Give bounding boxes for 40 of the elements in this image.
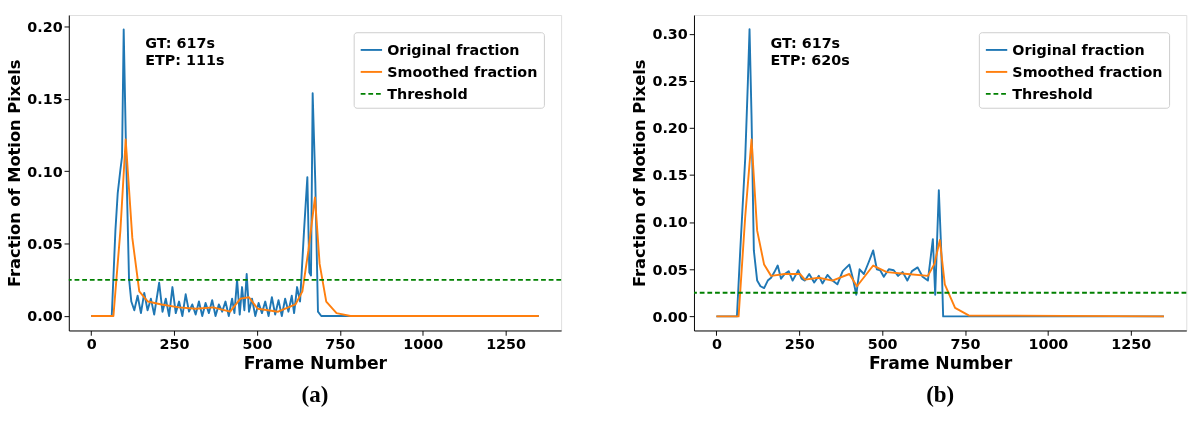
y-tick-label: 0.20 <box>27 18 63 35</box>
legend-label: Original fraction <box>1012 41 1145 58</box>
legend-label: Original fraction <box>387 41 520 58</box>
text: (b) <box>926 382 955 408</box>
y-tick-label: 0.00 <box>27 308 63 325</box>
y-tick-label: 0.05 <box>27 235 63 252</box>
y-tick-label: 0.20 <box>652 120 688 137</box>
text: (a) <box>301 382 329 408</box>
x-tick-label: 0 <box>86 336 97 353</box>
y-tick-label: 0.10 <box>652 214 688 231</box>
x-tick-label: 1250 <box>486 336 527 353</box>
y-tick-label: 0.00 <box>652 308 688 325</box>
line-series <box>715 138 1165 318</box>
x-tick-label: 1000 <box>403 336 444 353</box>
x-tick-label: 1250 <box>1111 336 1152 353</box>
y-tick-label: 0.05 <box>652 261 688 278</box>
y-tick-label: 0.25 <box>652 73 688 90</box>
x-tick-label: 250 <box>159 336 190 353</box>
x-tick-label: 0 <box>711 336 722 353</box>
legend-label: Threshold <box>1012 85 1093 102</box>
x-tick-label: 500 <box>867 336 898 353</box>
legend-label: Threshold <box>387 85 468 102</box>
y-axis-title: Fraction of Motion Pixels <box>4 59 24 288</box>
x-tick-label: 750 <box>950 336 981 353</box>
y-axis-title: Fraction of Motion Pixels <box>629 59 649 288</box>
annotation: GT: 617s ETP: 111s <box>145 34 225 68</box>
x-axis-title: Frame Number <box>869 353 1013 374</box>
legend-label: Smoothed fraction <box>387 63 538 80</box>
x-tick-label: 1000 <box>1028 336 1069 353</box>
x-tick-label: 250 <box>784 336 815 353</box>
x-axis-title: Frame Number <box>243 353 388 374</box>
line-series <box>90 138 540 317</box>
legend-label: Smoothed fraction <box>1012 63 1163 80</box>
y-tick-label: 0.15 <box>652 167 688 184</box>
x-tick-label: 750 <box>325 336 356 353</box>
annotation: GT: 617s ETP: 620s <box>770 34 850 68</box>
y-tick-label: 0.30 <box>652 26 688 43</box>
y-tick-label: 0.15 <box>27 91 63 108</box>
y-tick-label: 0.10 <box>27 163 63 180</box>
x-tick-label: 500 <box>242 336 273 353</box>
